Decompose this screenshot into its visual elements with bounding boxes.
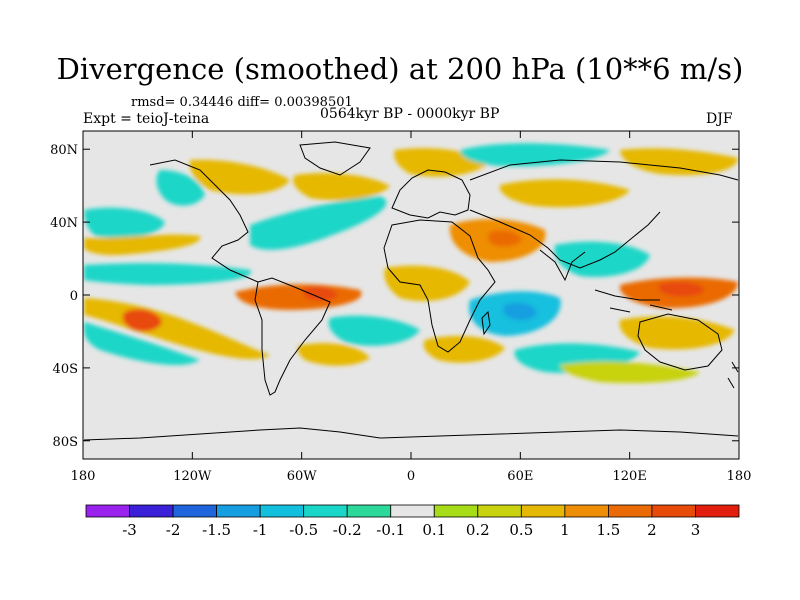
region-australia-positive <box>619 316 735 350</box>
region-central-africa-positive <box>384 265 470 302</box>
coastline-europe <box>391 169 471 219</box>
x-tick-label: 120W <box>173 469 212 484</box>
x-tick-label: 180 <box>727 469 752 484</box>
y-tick-label: 0 <box>70 289 78 304</box>
colorbar-swatch <box>564 504 609 518</box>
colorbar-swatch <box>390 504 435 518</box>
colorbar-label: -0.5 <box>289 521 318 539</box>
y-tick-label: 80S <box>53 435 78 450</box>
region-south-pacific-positive-core <box>122 309 162 332</box>
region-indian-ocean-negative-core <box>502 302 537 321</box>
colorbar-swatch <box>520 504 566 518</box>
colorbar-label: 1.5 <box>596 521 620 539</box>
region-south-atlantic-positive <box>297 343 370 366</box>
region-tropical-pacific-negative-band <box>84 263 252 285</box>
region-north-atlantic-negative <box>250 196 387 250</box>
region-arabia-core <box>487 230 522 247</box>
colorbar-swatch <box>172 504 217 518</box>
coastline-india <box>539 249 586 282</box>
coastline-madagascar <box>481 310 491 336</box>
colorbar-swatch <box>303 504 348 518</box>
colorbar-swatch <box>477 504 522 518</box>
region-south-pacific-negative <box>84 322 200 366</box>
y-tick-label: 80N <box>50 143 78 158</box>
coastlines <box>83 141 739 441</box>
region-south-indian-green-band <box>560 361 700 384</box>
region-siberia-positive <box>499 179 630 208</box>
region-north-america-positive <box>189 159 290 195</box>
y-tick-label: 40S <box>53 362 78 377</box>
y-tick-label: 40N <box>50 216 78 231</box>
x-axis: 180 120W 60W 0 60E 120E 180 <box>71 131 752 484</box>
coastline-new-zealand <box>727 361 739 389</box>
colorbar-swatch <box>259 504 305 518</box>
x-tick-label: 60E <box>507 469 533 484</box>
colorbar-swatch <box>433 504 479 518</box>
region-west-pacific-warm-pool-core <box>658 282 705 297</box>
colorbar-swatch <box>129 504 174 518</box>
colorbar-label: -1.5 <box>202 521 231 539</box>
x-tick-label: 120E <box>613 469 647 484</box>
region-north-atlantic-positive <box>293 173 390 201</box>
season-label: DJF <box>706 111 733 127</box>
colorbar-label: -0.1 <box>376 521 405 539</box>
colorbar-swatch <box>608 504 653 518</box>
colorbar-label: 2 <box>647 521 657 539</box>
region-equatorial-atlantic-core <box>302 286 338 301</box>
y-axis: 80N 40N 0 40S 80S <box>50 143 739 450</box>
colorbar-swatch <box>216 504 261 518</box>
coastline-africa <box>383 219 496 353</box>
colorbar-swatch <box>651 504 696 518</box>
x-tick-label: 0 <box>407 469 415 484</box>
coastline-indonesia <box>594 289 673 313</box>
colorbar-label: 0.1 <box>422 521 446 539</box>
colorbar-swatch <box>346 504 392 518</box>
experiment-label: Expt = teioJ-teina <box>83 111 210 127</box>
colorbar-label: -3 <box>122 521 137 539</box>
coastline-asia <box>469 159 739 269</box>
x-tick-label: 60W <box>287 469 318 484</box>
colorbar: -3 -2 -1.5 -1 -0.5 -0.2 -0.1 0.1 0.2 0.5 1 1.5 2 3 <box>85 504 740 539</box>
coastline-greenland <box>299 141 371 176</box>
time-period-label: 0564kyr BP - 0000kyr BP <box>320 106 500 122</box>
colorbar-label: 0.2 <box>466 521 490 539</box>
region-north-america-negative <box>156 170 205 206</box>
region-north-pacific-positive <box>84 234 201 256</box>
colorbar-label: -0.2 <box>333 521 362 539</box>
coastline-australia <box>637 313 723 371</box>
x-tick-label: 180 <box>71 469 96 484</box>
chart-title: Divergence (smoothed) at 200 hPa (10**6 … <box>56 52 744 86</box>
coastline-south-america <box>254 277 331 396</box>
colorbar-label: -2 <box>166 521 181 539</box>
colorbar-swatch <box>85 504 130 518</box>
colorbar-label: 1 <box>560 521 570 539</box>
colorbar-label: 3 <box>691 521 701 539</box>
region-arctic-positive-east <box>620 148 738 176</box>
colorbar-label: 0.5 <box>509 521 533 539</box>
region-north-pacific-negative <box>84 207 165 238</box>
rmsd-diff-stats: rmsd= 0.34446 diff= 0.00398501 <box>131 95 353 110</box>
colorbar-swatch <box>695 504 740 518</box>
colorbar-label: -1 <box>253 521 268 539</box>
region-south-atlantic-negative <box>328 315 420 346</box>
coastline-antarctica <box>83 427 739 441</box>
region-southern-indian-ocean-positive <box>423 335 505 363</box>
coastline-north-america <box>149 159 259 283</box>
